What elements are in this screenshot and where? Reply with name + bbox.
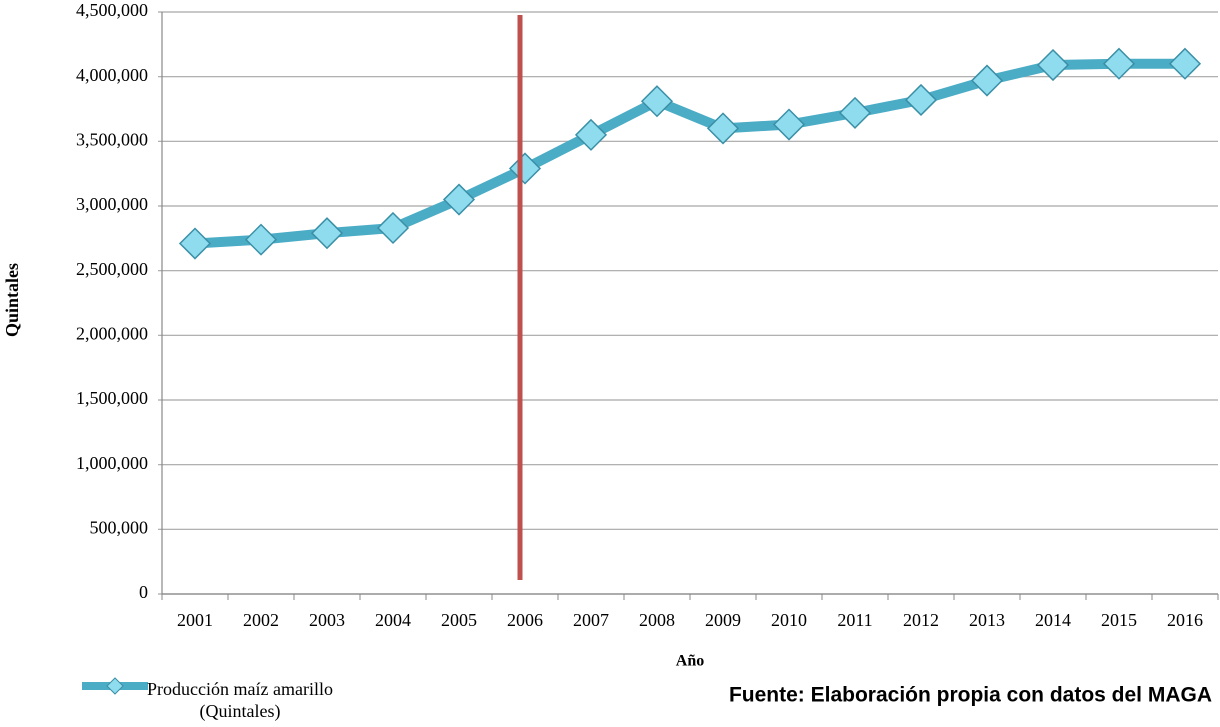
data-point	[1102, 47, 1136, 80]
data-point	[442, 183, 476, 216]
data-point	[376, 211, 410, 245]
y-tick-label: 3,000,000	[76, 194, 148, 214]
data-point	[574, 118, 608, 151]
legend-label: Producción maíz amarillo (Quintales)	[147, 679, 333, 721]
y-tick-label: 2,000,000	[76, 323, 148, 343]
x-tick-label: 2002	[243, 610, 279, 630]
x-tick-label: 2008	[639, 610, 675, 630]
data-point	[244, 223, 278, 256]
x-tick-label: 2010	[771, 610, 807, 630]
x-tick-label: 2011	[837, 610, 872, 630]
data-point	[970, 64, 1004, 97]
y-tick-label: 1,500,000	[76, 388, 148, 408]
x-tick-label: 2015	[1101, 610, 1137, 630]
y-tick-label: 1,000,000	[76, 453, 148, 473]
y-tick-label: 2,500,000	[76, 259, 148, 279]
x-tick-label: 2013	[969, 610, 1005, 630]
data-point	[838, 96, 872, 129]
y-tick-label: 500,000	[90, 517, 149, 537]
data-point	[706, 112, 740, 145]
data-point	[1168, 47, 1202, 80]
data-point	[1036, 48, 1070, 82]
series-line	[194, 58, 1185, 249]
x-tick-label: 2004	[375, 610, 411, 630]
x-tick-label: 2005	[441, 610, 477, 630]
x-tick-label: 2016	[1167, 610, 1203, 630]
x-tick-label: 2012	[903, 610, 939, 630]
data-point	[310, 217, 344, 250]
legend-marker	[106, 677, 124, 695]
y-tick-label: 0	[139, 582, 148, 602]
x-tick-label: 2001	[177, 610, 213, 630]
x-axis-label: Año	[676, 653, 704, 670]
data-point	[178, 227, 212, 260]
data-point	[904, 83, 938, 117]
y-tick-label: 4,000,000	[76, 65, 148, 85]
x-tick-label: 2014	[1035, 610, 1071, 630]
data-point	[772, 108, 806, 141]
x-tick-label: 2009	[705, 610, 741, 630]
y-tick-label: 3,500,000	[76, 129, 148, 149]
x-tick-label: 2006	[507, 610, 543, 630]
data-point	[640, 85, 674, 118]
source-note: Fuente: Elaboración propia con datos del…	[729, 684, 1212, 707]
y-axis-label: Quintales	[2, 263, 22, 337]
y-tick-label: 4,500,000	[76, 0, 148, 20]
x-tick-label: 2003	[309, 610, 345, 630]
x-tick-label: 2007	[573, 610, 609, 630]
